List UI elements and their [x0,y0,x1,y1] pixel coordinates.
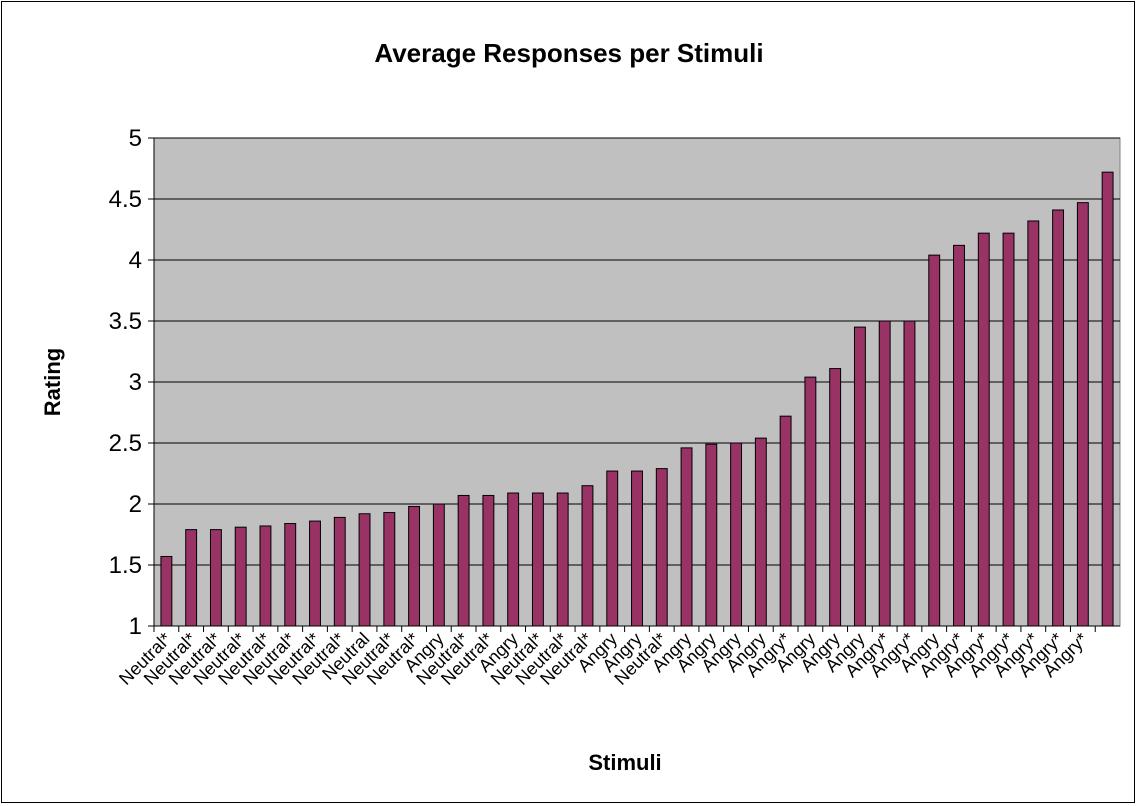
bar [804,376,817,627]
bar [754,437,767,627]
bar [1101,171,1114,627]
bar [457,494,470,627]
bar [953,244,965,627]
bar [259,525,272,627]
bar [977,232,990,627]
bar [903,320,916,627]
bar [185,529,198,627]
bar [1027,220,1040,627]
bar [853,326,866,627]
bar [408,505,421,627]
bar [209,529,222,627]
bar [531,492,544,627]
bar [1052,209,1065,627]
bar [482,494,495,627]
bar [309,520,321,627]
bar [878,320,891,627]
bar [655,468,668,627]
bar [507,492,520,627]
bar [358,513,371,627]
bar [779,415,792,627]
bar [284,523,297,627]
bar [606,470,619,627]
bar [829,368,842,627]
bar [581,485,594,627]
bar [1076,202,1089,627]
bar [1002,232,1015,627]
y-tick-label: 3 [129,369,142,396]
bar [432,503,445,627]
y-tick-label: 3.5 [109,308,142,335]
bar [928,254,941,627]
bar [234,526,247,627]
y-tick-label: 1.5 [109,552,142,579]
bar [556,492,569,627]
bar [383,512,396,627]
y-tick-label: 4 [129,247,142,274]
y-tick-label: 4.5 [109,186,142,213]
bar [631,470,643,627]
y-tick-label: 5 [129,125,142,152]
bar [333,516,346,627]
y-tick-label: 2 [129,491,142,518]
y-tick-label: 2.5 [109,430,142,457]
x-axis-label: Stimuli [588,750,661,775]
bar [730,442,743,627]
y-tick-label: 1 [129,613,142,640]
y-axis-label: Rating [40,348,65,416]
bar [160,555,173,627]
bar [680,447,693,627]
chart-title: Average Responses per Stimuli [374,38,764,68]
bar [705,443,718,627]
